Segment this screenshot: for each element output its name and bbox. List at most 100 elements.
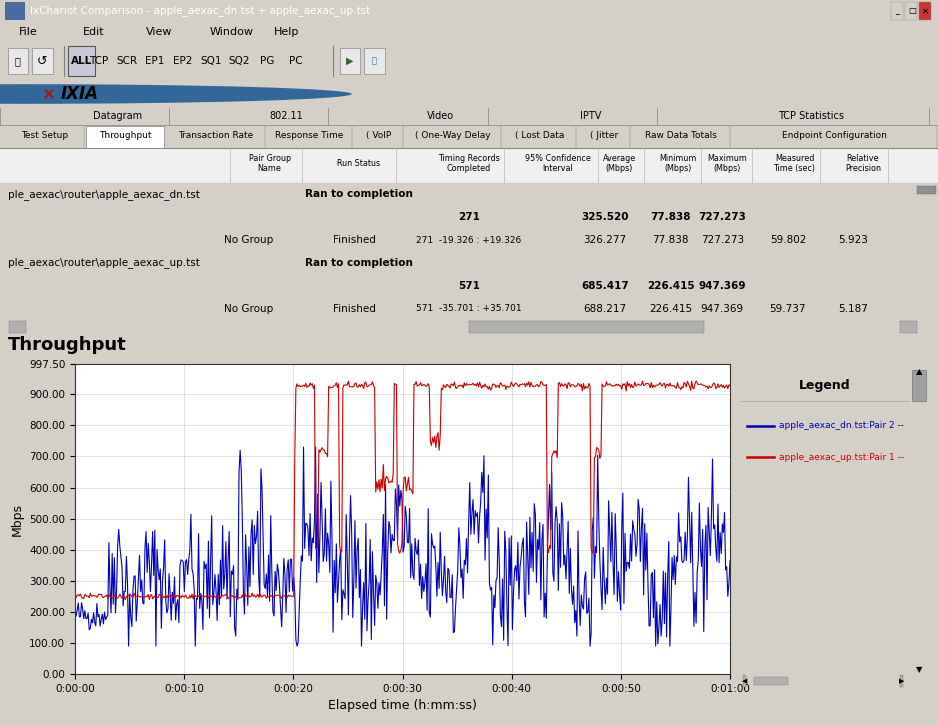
Text: Datagram: Datagram — [93, 111, 142, 121]
X-axis label: Elapsed time (h:mm:ss): Elapsed time (h:mm:ss) — [328, 699, 477, 712]
Text: EP2: EP2 — [174, 56, 192, 66]
Text: 571  -35.701 : +35.701: 571 -35.701 : +35.701 — [416, 304, 522, 313]
Text: 5.187: 5.187 — [839, 303, 869, 314]
Text: ALL: ALL — [71, 56, 92, 66]
Text: TCP Statistics: TCP Statistics — [779, 111, 844, 121]
Bar — [86, 126, 164, 147]
Text: Maximum
(Mbps): Maximum (Mbps) — [707, 154, 747, 174]
Text: Transaction Rate: Transaction Rate — [177, 131, 253, 140]
Text: Window: Window — [210, 27, 254, 37]
Bar — [912, 370, 926, 401]
Bar — [8, 48, 28, 74]
Text: Minimum
(Mbps): Minimum (Mbps) — [659, 154, 696, 174]
Text: IXIA: IXIA — [61, 85, 99, 103]
Text: ple_aexac\router\apple_aexac_dn.tst: ple_aexac\router\apple_aexac_dn.tst — [8, 189, 200, 200]
Bar — [900, 322, 917, 333]
Text: ▲: ▲ — [915, 367, 922, 376]
Bar — [340, 48, 360, 74]
Bar — [891, 2, 903, 20]
Text: EP1: EP1 — [145, 56, 164, 66]
Text: ↺: ↺ — [37, 54, 48, 68]
Text: Response Time: Response Time — [275, 131, 343, 140]
Bar — [469, 322, 704, 333]
Text: 802.11: 802.11 — [269, 111, 303, 121]
Text: 226.415: 226.415 — [647, 281, 694, 290]
Text: Relative
Precision: Relative Precision — [845, 154, 881, 174]
Text: 95% Confidence
Interval: 95% Confidence Interval — [525, 154, 591, 174]
Text: Finished: Finished — [333, 303, 376, 314]
Bar — [32, 48, 53, 74]
Text: Timing Records
Completed: Timing Records Completed — [438, 154, 500, 174]
Text: ple_aexac\router\apple_aexac_up.tst: ple_aexac\router\apple_aexac_up.tst — [8, 258, 200, 269]
Text: Legend: Legend — [799, 380, 851, 393]
Text: 77.838: 77.838 — [650, 212, 691, 222]
Text: ( Lost Data: ( Lost Data — [515, 131, 564, 140]
Text: File: File — [19, 27, 38, 37]
Text: Finished: Finished — [333, 235, 376, 245]
Bar — [5, 2, 25, 20]
Y-axis label: Mbps: Mbps — [10, 502, 23, 536]
Text: 325.520: 325.520 — [582, 212, 628, 222]
Text: Edit: Edit — [83, 27, 104, 37]
Bar — [917, 186, 936, 194]
Text: Endpoint Configuration: Endpoint Configuration — [782, 131, 886, 140]
Text: 59.802: 59.802 — [770, 235, 806, 245]
Text: 💾: 💾 — [15, 56, 21, 66]
Text: Run Status: Run Status — [338, 159, 380, 168]
Text: _: _ — [896, 7, 900, 15]
Text: 685.417: 685.417 — [582, 281, 628, 290]
Bar — [915, 183, 938, 320]
Text: 947.369: 947.369 — [699, 281, 746, 290]
Bar — [900, 675, 903, 687]
Text: 571: 571 — [458, 281, 480, 290]
Text: 5.923: 5.923 — [839, 235, 869, 245]
Text: 947.369: 947.369 — [701, 303, 744, 314]
Bar — [68, 46, 95, 76]
Text: No Group: No Group — [224, 235, 273, 245]
Text: Video: Video — [428, 111, 454, 121]
Text: Throughput: Throughput — [8, 336, 127, 354]
Bar — [905, 2, 917, 20]
Text: SQ2: SQ2 — [229, 56, 250, 66]
Bar — [744, 675, 747, 687]
Text: 226.415: 226.415 — [649, 303, 692, 314]
Text: IPTV: IPTV — [581, 111, 601, 121]
Text: apple_aexac_up.tst:Pair 1 --: apple_aexac_up.tst:Pair 1 -- — [779, 452, 904, 462]
Text: ▶: ▶ — [346, 56, 354, 66]
Text: Measured
Time (sec): Measured Time (sec) — [774, 154, 815, 174]
Text: Help: Help — [274, 27, 299, 37]
Text: ▶: ▶ — [899, 678, 904, 684]
Text: ✕: ✕ — [42, 85, 56, 103]
Text: View: View — [146, 27, 173, 37]
Text: ✕: ✕ — [922, 7, 930, 15]
Text: 326.277: 326.277 — [583, 235, 627, 245]
Text: 271  -19.326 : +19.326: 271 -19.326 : +19.326 — [416, 235, 522, 245]
Text: TCP: TCP — [89, 56, 108, 66]
Text: ( Jitter: ( Jitter — [590, 131, 618, 140]
Text: Average
(Mbps): Average (Mbps) — [602, 154, 636, 174]
Text: □: □ — [908, 7, 915, 15]
Bar — [753, 677, 788, 685]
Text: ( One-Way Delay: ( One-Way Delay — [416, 131, 491, 140]
Text: 727.273: 727.273 — [701, 235, 744, 245]
Text: ⬛: ⬛ — [371, 57, 377, 65]
Text: 271: 271 — [458, 212, 480, 222]
Text: Ran to completion: Ran to completion — [305, 258, 413, 268]
Text: SCR: SCR — [116, 56, 137, 66]
Text: IxChariot Comparison - apple_aexac_dn.tst + apple_aexac_up.tst: IxChariot Comparison - apple_aexac_dn.ts… — [30, 6, 371, 17]
Text: PG: PG — [260, 56, 275, 66]
Text: 688.217: 688.217 — [583, 303, 627, 314]
Text: SQ1: SQ1 — [201, 56, 221, 66]
Text: 77.838: 77.838 — [653, 235, 688, 245]
Text: No Group: No Group — [224, 303, 273, 314]
Bar — [9, 322, 26, 333]
Text: Ran to completion: Ran to completion — [305, 189, 413, 200]
Text: Throughput: Throughput — [99, 131, 151, 140]
Text: PC: PC — [289, 56, 302, 66]
Text: ▼: ▼ — [915, 665, 922, 674]
Circle shape — [0, 84, 352, 104]
Text: ( VoIP: ( VoIP — [366, 131, 391, 140]
Text: 59.737: 59.737 — [770, 303, 806, 314]
Text: Pair Group
Name: Pair Group Name — [249, 154, 291, 174]
Text: apple_aexac_dn.tst:Pair 2 --: apple_aexac_dn.tst:Pair 2 -- — [779, 422, 904, 431]
